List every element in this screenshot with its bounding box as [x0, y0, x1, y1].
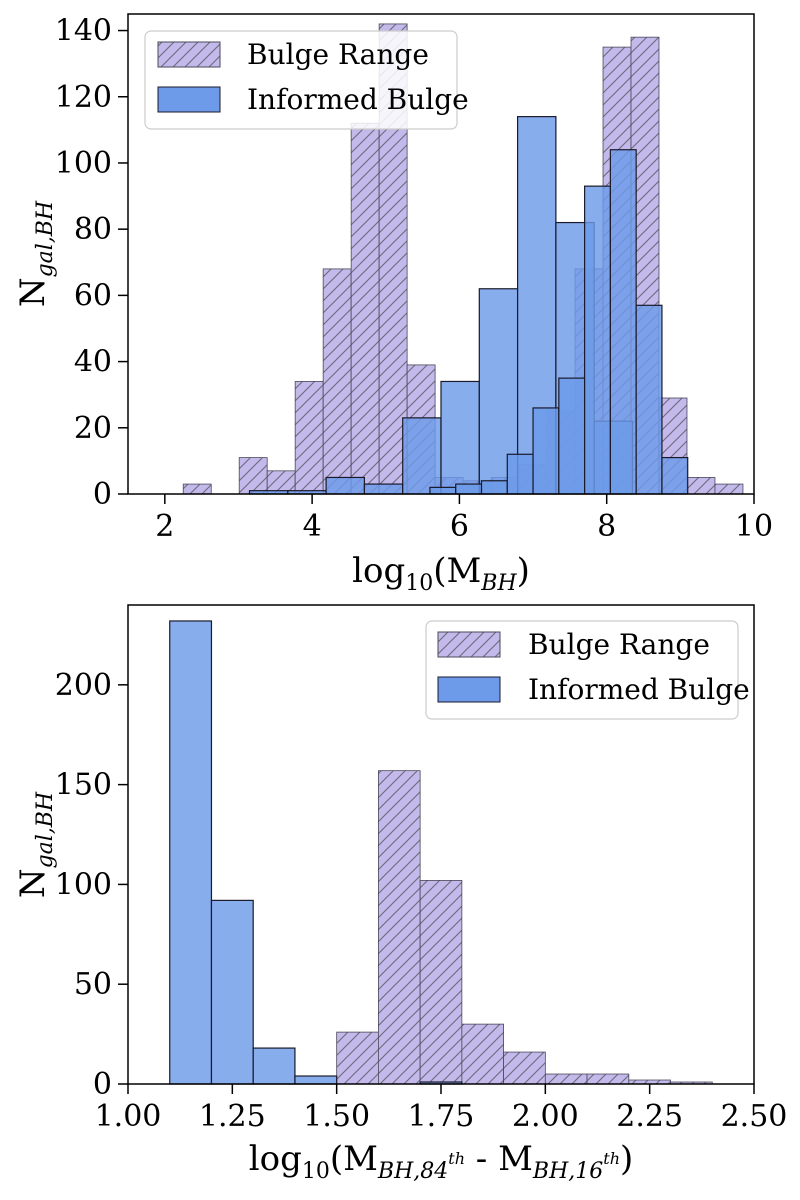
- bottom-y-axis-label: Ngal,BH: [13, 791, 58, 898]
- top-bar-bulge-range: [238, 457, 268, 495]
- top-legend-label-informed-bulge: Informed Bulge: [247, 83, 469, 116]
- top-bar-bulge-range: [714, 483, 744, 495]
- bottom-bar-bulge-range: [503, 1051, 546, 1085]
- bottom-y-tick-label: 50: [74, 967, 112, 1002]
- top-plot-frame: [127, 13, 755, 495]
- top-x-tick-label: 10: [735, 509, 773, 544]
- top-y-tick-label: 0: [93, 477, 112, 512]
- bottom-legend: Bulge Range Informed Bulge: [425, 620, 750, 720]
- bottom-legend-swatch-bulge-range: [437, 631, 501, 658]
- top-bar-informed-bulge: [455, 483, 483, 495]
- top-bar-bulge-range: [686, 477, 716, 495]
- bottom-y-tick-label: 150: [55, 768, 112, 803]
- top-bar-bulge-range: [182, 483, 212, 495]
- top-x-tick-label: 2: [155, 509, 174, 544]
- bottom-x-tick-label: 2.25: [616, 1099, 683, 1134]
- top-y-tick-label: 80: [74, 212, 112, 247]
- top-x-tick-label: 6: [450, 509, 469, 544]
- top-bar-informed-bulge: [429, 486, 457, 495]
- top-bar-informed-bulge: [480, 480, 508, 495]
- top-legend: Bulge Range Informed Bulge: [144, 30, 469, 130]
- top-bar-informed-bulge: [584, 185, 611, 495]
- top-y-tick-label: 100: [55, 146, 112, 181]
- top-legend-label-bulge-range: Bulge Range: [247, 38, 429, 71]
- top-x-tick-label: 4: [303, 509, 322, 544]
- bottom-bar-informed-bulge: [210, 899, 254, 1085]
- bottom-x-tick-label: 1.75: [408, 1099, 475, 1134]
- top-y-tick-label: 120: [55, 80, 112, 115]
- top-bar-bulge-range: [294, 381, 324, 495]
- top-y-tick-label: 20: [74, 411, 112, 446]
- bottom-bar-informed-bulge: [169, 620, 213, 1085]
- bottom-bar-informed-bulge: [294, 1075, 338, 1085]
- top-bar-informed-bulge: [558, 377, 586, 495]
- bottom-x-tick-label: 1.50: [303, 1099, 370, 1134]
- bottom-legend-swatch-informed-bulge: [437, 676, 501, 703]
- top-y-axis-label: Ngal,BH: [13, 200, 58, 307]
- bottom-y-tick-label: 100: [55, 867, 112, 902]
- top-x-axis-label: log10(MBH): [352, 551, 530, 596]
- bottom-histogram: 1.00 1.25 1.50 1.75 2.00 2.25 2.50 0 50 100 150 200…: [13, 604, 788, 1184]
- bottom-bar-bulge-range: [336, 1031, 379, 1085]
- bottom-x-axis-label: log10(MBH,84th - MBH,16th): [249, 1139, 634, 1184]
- top-bar-informed-bulge: [440, 380, 480, 495]
- bottom-y-tick-label: 200: [55, 668, 112, 703]
- bottom-bar-bulge-range: [586, 1073, 630, 1085]
- top-bar-bulge-range: [322, 268, 352, 495]
- bottom-bar-bulge-range: [544, 1073, 588, 1085]
- top-y-tick-label: 40: [74, 345, 112, 380]
- top-legend-swatch-informed-bulge: [157, 86, 221, 113]
- bottom-x-tick-label: 2.50: [721, 1099, 788, 1134]
- top-legend-swatch-bulge-range: [157, 41, 221, 68]
- bottom-bar-bulge-range: [461, 1023, 505, 1085]
- top-bar-informed-bulge: [402, 417, 442, 495]
- bottom-legend-label-informed-bulge: Informed Bulge: [528, 673, 750, 706]
- top-y-tick-label: 60: [74, 278, 112, 313]
- bottom-x-tick-label: 2.00: [512, 1099, 579, 1134]
- bottom-y-tick-label: 0: [93, 1067, 112, 1102]
- top-bar-informed-bulge: [325, 476, 366, 495]
- bottom-legend-label-bulge-range: Bulge Range: [528, 628, 710, 661]
- top-bar-informed-bulge: [661, 456, 689, 495]
- top-bar-informed-bulge: [635, 304, 663, 495]
- top-y-tick-label: 140: [55, 14, 112, 49]
- bottom-bar-bulge-range: [377, 770, 421, 1085]
- top-bar-informed-bulge: [532, 407, 560, 495]
- bottom-bar-informed-bulge: [252, 1047, 296, 1085]
- top-bar-informed-bulge: [363, 483, 404, 495]
- top-x-tick-label: 8: [597, 509, 616, 544]
- bottom-x-tick-label: 1.00: [95, 1099, 162, 1134]
- top-bar-informed-bulge: [609, 149, 637, 495]
- bottom-x-tick-label: 1.25: [199, 1099, 266, 1134]
- bottom-bar-bulge-range: [419, 880, 463, 1085]
- top-bar-bulge-range: [350, 122, 380, 495]
- top-bar-informed-bulge: [506, 453, 534, 495]
